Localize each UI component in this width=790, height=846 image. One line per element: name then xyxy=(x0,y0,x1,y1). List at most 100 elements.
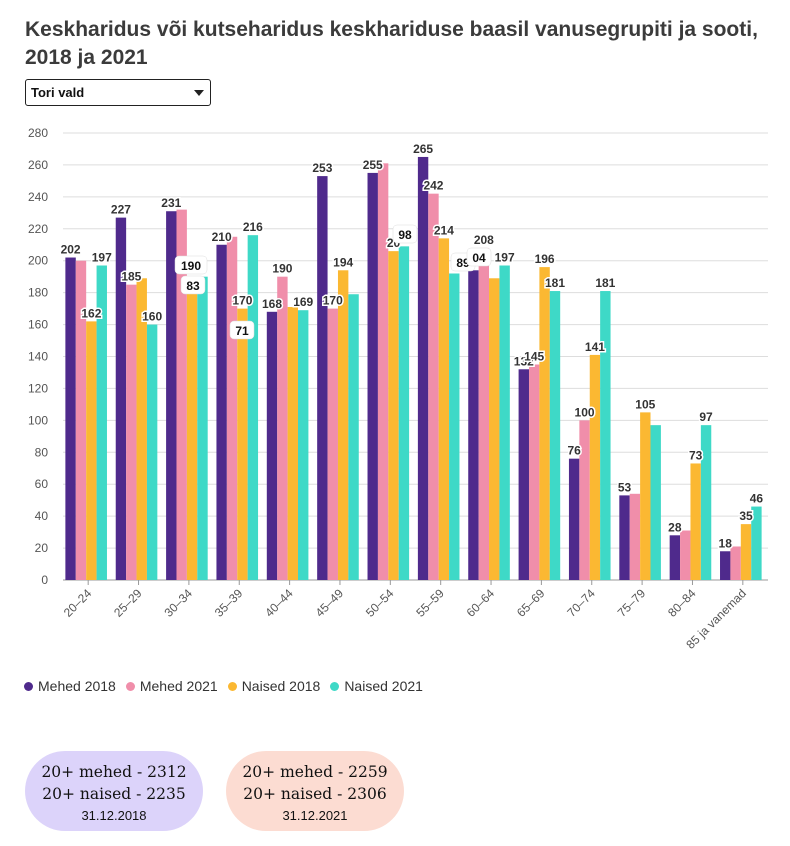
data-label: 216 xyxy=(243,220,263,234)
bar xyxy=(650,425,661,580)
summary-2021-women: 20+ naised - 2306 xyxy=(243,785,387,803)
data-label: 196 xyxy=(535,252,555,266)
y-tick-label: 20 xyxy=(35,541,49,555)
region-dropdown[interactable]: Tori vald xyxy=(25,79,211,106)
bar xyxy=(468,270,479,580)
bar xyxy=(327,308,338,580)
bar xyxy=(277,276,288,580)
boxed-label-bg xyxy=(466,247,492,267)
legend-item[interactable]: Naised 2018 xyxy=(227,678,321,694)
bar xyxy=(629,493,641,580)
y-tick-label: 140 xyxy=(28,350,48,364)
bar xyxy=(428,193,439,580)
legend-label: Mehed 2021 xyxy=(139,678,218,694)
bar xyxy=(669,535,681,580)
bar xyxy=(166,211,177,580)
x-tick-label: 80–84 xyxy=(665,586,699,620)
bar xyxy=(298,310,309,580)
y-tick-label: 200 xyxy=(28,254,48,268)
data-label: 28 xyxy=(668,520,682,534)
data-label: 231 xyxy=(161,196,181,210)
x-tick-label: 75–79 xyxy=(615,586,649,620)
bar xyxy=(186,287,198,580)
legend-item[interactable]: Mehed 2021 xyxy=(125,678,218,694)
boxed-label-bg xyxy=(180,275,206,295)
data-label: 76 xyxy=(567,444,581,458)
bar xyxy=(126,284,137,580)
bar xyxy=(751,506,762,580)
x-tick-label: 35–39 xyxy=(212,586,246,620)
bar xyxy=(266,311,278,580)
data-label: 141 xyxy=(585,340,605,354)
data-label: 46 xyxy=(750,492,764,506)
bar xyxy=(388,251,399,580)
data-label: 255 xyxy=(363,158,383,172)
data-label: 170 xyxy=(323,294,343,308)
summary-2018: 20+ mehed - 2312 20+ naised - 2235 31.12… xyxy=(25,751,203,831)
bar xyxy=(720,551,731,580)
bar xyxy=(579,420,590,580)
boxed-label-bg xyxy=(392,224,418,244)
y-tick-label: 40 xyxy=(35,509,49,523)
legend-label: Naised 2018 xyxy=(241,678,321,694)
legend-label: Naised 2021 xyxy=(344,678,423,694)
data-label: 181 xyxy=(545,276,565,290)
chevron-down-icon xyxy=(194,90,204,96)
data-label: 100 xyxy=(575,405,595,419)
summary-2018-men: 20+ mehed - 2312 xyxy=(41,763,187,781)
boxed-label: 89 xyxy=(456,256,470,270)
x-tick-label: 55–59 xyxy=(413,586,447,620)
bar xyxy=(438,238,450,580)
x-tick-label: 60–64 xyxy=(464,586,498,620)
y-tick-label: 100 xyxy=(28,413,48,427)
x-tick-label: 45–49 xyxy=(313,586,347,620)
y-tick-label: 240 xyxy=(28,190,48,204)
data-label: 214 xyxy=(434,223,454,237)
data-label: 105 xyxy=(635,397,655,411)
data-label: 242 xyxy=(423,179,443,193)
bar xyxy=(549,291,561,580)
bar xyxy=(176,209,187,580)
data-label: 145 xyxy=(524,349,544,363)
y-tick-label: 220 xyxy=(28,222,48,236)
y-tick-label: 60 xyxy=(35,477,49,491)
data-label: 194 xyxy=(333,255,353,269)
bar xyxy=(730,546,741,580)
y-tick-label: 180 xyxy=(28,286,48,300)
bar xyxy=(680,530,691,580)
bar xyxy=(146,324,158,580)
chart-title: Keskharidus või kutseharidus keskharidus… xyxy=(25,18,758,69)
legend-label: Mehed 2018 xyxy=(38,678,116,694)
legend-dot-icon xyxy=(24,681,33,691)
y-tick-label: 0 xyxy=(41,573,48,587)
bar xyxy=(489,278,500,580)
bar xyxy=(700,425,712,580)
data-label: 170 xyxy=(232,294,252,308)
data-label: 197 xyxy=(495,251,515,265)
bar xyxy=(287,307,299,580)
legend-item[interactable]: Mehed 2018 xyxy=(24,678,116,694)
bar xyxy=(86,321,97,580)
x-tick-label: 20–24 xyxy=(61,586,95,620)
bar xyxy=(449,273,460,580)
summary-2018-date: 31.12.2018 xyxy=(81,808,147,823)
legend-item[interactable]: Naised 2021 xyxy=(330,678,423,694)
bar xyxy=(367,172,378,581)
data-label: 160 xyxy=(142,310,162,324)
x-tick-label: 40–44 xyxy=(262,586,296,620)
data-label: 181 xyxy=(595,276,615,290)
summary-2021-men: 20+ mehed - 2259 xyxy=(242,763,388,781)
y-tick-label: 160 xyxy=(28,318,48,332)
data-label: 197 xyxy=(92,251,112,265)
bar xyxy=(640,412,651,580)
x-tick-label: 70–74 xyxy=(564,586,598,620)
bar xyxy=(96,265,107,580)
data-label: 162 xyxy=(81,306,101,320)
boxed-label-bg xyxy=(174,255,208,275)
bar xyxy=(337,270,349,580)
y-tick-label: 80 xyxy=(35,445,49,459)
bar xyxy=(528,364,540,580)
boxed-label: 98 xyxy=(398,228,412,242)
data-label: 18 xyxy=(719,536,733,550)
